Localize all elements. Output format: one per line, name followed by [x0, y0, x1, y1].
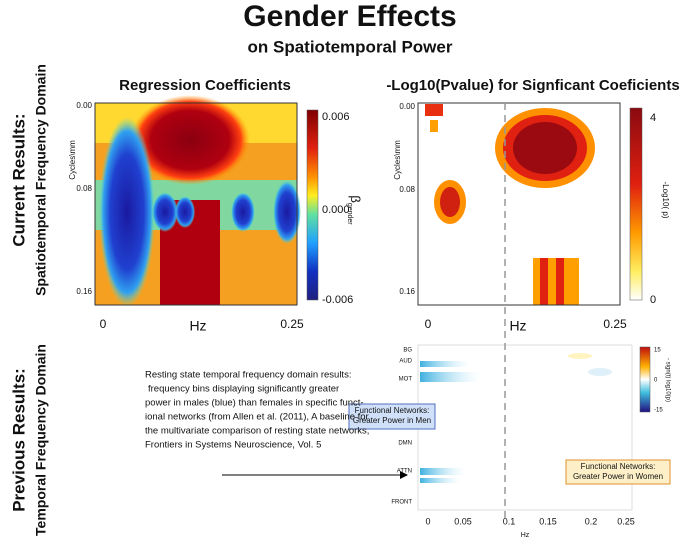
- colorbar-label-sub: gender: [346, 203, 353, 225]
- x-tick-label: 0: [100, 317, 107, 331]
- colorbar-tick: 0.000: [322, 204, 350, 216]
- heatmap: [417, 344, 633, 511]
- y-tick-label: 0.16: [76, 287, 92, 296]
- heatmap: [94, 95, 301, 307]
- box-text: Functional Networks:: [581, 462, 656, 471]
- x-tick-label: 0: [425, 317, 432, 331]
- box-text: Greater Power in Women: [573, 472, 663, 481]
- box-text: Greater Power in Men: [353, 416, 431, 425]
- y-tick-label: 0.08: [399, 185, 415, 194]
- panel-title: Regression Coefficients: [119, 77, 291, 94]
- colorbar-tick: 4: [650, 112, 656, 124]
- network-label: BG: [403, 348, 412, 354]
- y-tick-label: 0.08: [76, 184, 92, 193]
- colorbar-tick: -0.006: [322, 294, 353, 306]
- colorbar-tick: 15: [654, 348, 661, 354]
- description-line: power in males (blue) than females in sp…: [145, 398, 364, 409]
- x-label: Hz: [189, 318, 206, 334]
- x-tick-label: 0.25: [603, 317, 627, 331]
- description-line: ional networks (from Allen et al. (2011)…: [145, 412, 369, 423]
- network-label: DMN: [398, 441, 412, 447]
- subtitle: on Spatiotemporal Power: [248, 37, 453, 56]
- panel-title: -Log10(Pvalue) for Signficant Coeficient…: [386, 77, 679, 94]
- x-tick-label: 0.05: [454, 516, 472, 526]
- x-label: Hz: [521, 532, 530, 539]
- colorbar-label: - sign(t) log10(p): [664, 358, 670, 402]
- y-label: Cycles\mm: [393, 140, 402, 180]
- y-tick-label: 0.00: [76, 101, 92, 110]
- colorbar-tick: 0.006: [322, 111, 350, 123]
- colorbar-tick: 0: [650, 294, 656, 306]
- network-label: ATTN: [397, 469, 412, 475]
- x-tick-label: 0.1: [503, 516, 516, 526]
- heatmap: [417, 102, 621, 306]
- colorbar: [629, 107, 643, 301]
- row-sublabel: Spatiotemporal Frequency Domain: [33, 64, 49, 296]
- network-label: MOT: [399, 377, 413, 383]
- colorbar-tick: 0: [654, 378, 658, 384]
- description-line: the multivariate comparison of resting s…: [145, 426, 369, 437]
- description-line: frequency bins displaying significantly …: [148, 384, 339, 395]
- x-tick-label: 0.25: [617, 516, 635, 526]
- x-tick-label: 0.15: [539, 516, 557, 526]
- y-tick-label: 0.16: [399, 287, 415, 296]
- men-box: [348, 403, 436, 430]
- colorbar-label: βgender: [346, 195, 362, 225]
- colorbar: [639, 346, 651, 413]
- row-label: Current Results:: [9, 113, 28, 246]
- x-tick-label: 0.25: [280, 317, 304, 331]
- colorbar: [306, 109, 319, 301]
- network-label: FRONT: [391, 500, 412, 506]
- box-text: Functional Networks:: [355, 406, 430, 415]
- arrow-head: [400, 471, 408, 479]
- title: Gender Effects: [243, 0, 456, 33]
- x-tick-label: 0: [425, 516, 430, 526]
- description-line: Frontiers in Systems Neuroscience, Vol. …: [145, 440, 321, 451]
- y-tick-label: 0.00: [399, 102, 415, 111]
- network-label: AUD: [399, 359, 412, 365]
- y-label: Cycles\mm: [68, 140, 77, 180]
- row-label: Previous Results:: [9, 368, 28, 512]
- colorbar-label-main: β: [348, 195, 363, 202]
- colorbar-label: -Log10( p): [661, 182, 670, 219]
- women-box: [565, 459, 671, 485]
- colorbar-tick: -15: [654, 408, 663, 414]
- x-tick-label: 0.2: [585, 516, 598, 526]
- row-sublabel: Temporal Frequency Domain: [33, 344, 49, 536]
- x-label: Hz: [509, 318, 526, 334]
- description-line: Resting state temporal frequency domain …: [145, 370, 351, 381]
